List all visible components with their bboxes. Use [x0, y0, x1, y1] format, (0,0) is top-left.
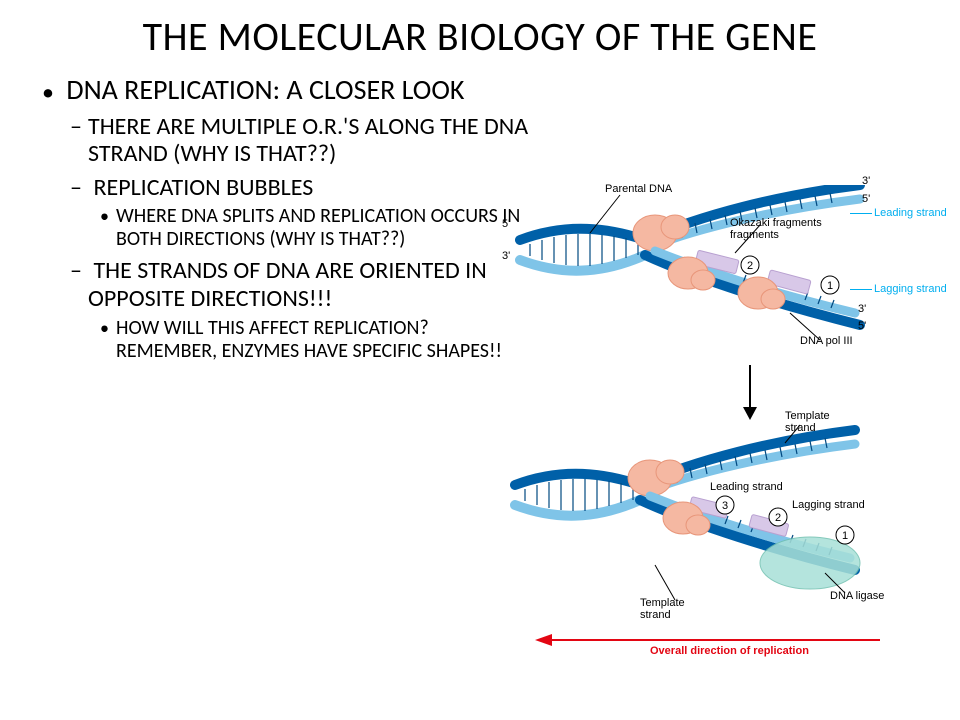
label-lagging-bot: Lagging strand [792, 499, 865, 511]
label-5p-3: 5' [858, 320, 866, 332]
bullet-sub2-detail: WHERE DNA SPLITS AND REPLICATION OCCURS … [116, 205, 530, 251]
label-leading-top: Leading strand [850, 207, 947, 219]
label-parental: Parental DNA [605, 183, 672, 195]
label-leading-bot: Leading strand [710, 481, 783, 493]
label-template2: Templatestrand [640, 597, 685, 621]
bullet-main-text: DNA REPLICATION: A CLOSER LOOK [66, 72, 464, 107]
bullet-main: DNA REPLICATION: A CLOSER LOOK THERE ARE… [60, 74, 530, 363]
svg-text:2: 2 [747, 260, 753, 272]
label-okazaki: Okazaki fragmentsfragments [730, 217, 822, 241]
label-ligase: DNA ligase [830, 590, 884, 602]
svg-text:3: 3 [722, 500, 728, 512]
bullet-sub3-detail: HOW WILL THIS AFFECT REPLICATION? REMEMB… [116, 317, 530, 363]
text-column: DNA REPLICATION: A CLOSER LOOK THERE ARE… [40, 74, 530, 369]
label-lagging-top: Lagging strand [850, 283, 947, 295]
bullet-sub1: THERE ARE MULTIPLE O.R.'S ALONG THE DNA … [88, 113, 530, 168]
label-template1: Templatestrand [785, 410, 830, 434]
svg-text:2: 2 [775, 512, 781, 524]
bullet-sub2-text: REPLICATION BUBBLES [93, 173, 313, 202]
bottom-parental-dna [515, 474, 640, 516]
label-5p-2: 5' [862, 193, 870, 205]
svg-text:1: 1 [842, 530, 848, 542]
label-overall: Overall direction of replication [650, 645, 809, 657]
svg-text:1: 1 [827, 280, 833, 292]
bullet-sub3: THE STRANDS OF DNA ARE ORIENTED IN OPPOS… [88, 257, 530, 362]
slide-title: THE MOLECULAR BIOLOGY OF THE GENE [40, 15, 920, 59]
bullet-sub2: REPLICATION BUBBLES WHERE DNA SPLITS AND… [88, 174, 530, 252]
label-3p-3: 3' [858, 303, 866, 315]
label-5p-1: 5' [502, 218, 510, 230]
label-pol3: DNA pol III [800, 335, 853, 347]
down-arrow-icon [743, 365, 757, 420]
label-3p-1: 3' [502, 250, 510, 262]
slide: THE MOLECULAR BIOLOGY OF THE GENE DNA RE… [0, 0, 960, 720]
label-3p-2: 3' [862, 175, 870, 187]
top-parental-dna [520, 229, 645, 271]
dna-replication-figure: 1 2 [500, 185, 930, 665]
bullet-sub3-text: THE STRANDS OF DNA ARE ORIENTED IN OPPOS… [88, 256, 487, 313]
